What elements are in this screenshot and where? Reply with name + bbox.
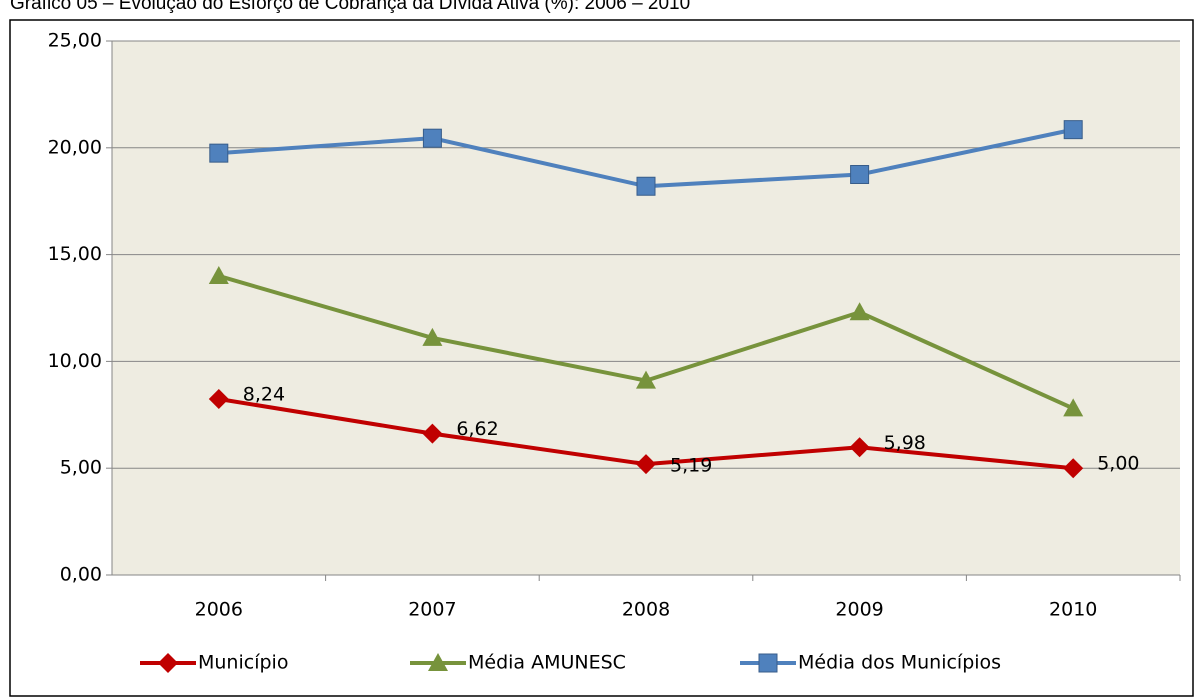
legend-label: Município <box>198 652 288 674</box>
y-tick-label: 10,00 <box>48 350 102 372</box>
chart-title: Gráfico 05 – Evolução do Esforço de Cobr… <box>10 0 690 14</box>
data-point <box>850 165 870 184</box>
data-point <box>849 437 870 458</box>
data-point <box>636 454 656 475</box>
data-point <box>636 176 656 196</box>
x-tick-label: 2006 <box>195 599 243 621</box>
x-tick-label: 2007 <box>408 599 456 621</box>
data-label: 5,00 <box>1097 453 1139 475</box>
data-point <box>636 370 656 389</box>
data-point <box>422 128 442 148</box>
data-label: 5,98 <box>884 432 926 454</box>
x-tick-label: 2009 <box>835 599 883 621</box>
data-label: 6,62 <box>456 418 498 440</box>
y-tick-label: 20,00 <box>48 136 102 158</box>
data-point <box>209 143 229 163</box>
x-tick-label: 2010 <box>1049 599 1097 621</box>
x-tick-label: 2008 <box>622 599 670 621</box>
data-point <box>208 265 229 284</box>
data-label: 8,24 <box>243 383 285 405</box>
data-label: 5,19 <box>670 455 712 477</box>
legend-marker <box>428 653 448 671</box>
y-tick-label: 5,00 <box>60 457 102 479</box>
legend-label: Média AMUNESC <box>468 652 626 674</box>
data-point <box>849 302 870 321</box>
plot-area <box>112 41 1180 575</box>
legend-marker <box>158 653 178 673</box>
data-point <box>1063 398 1084 417</box>
data-point <box>422 423 443 444</box>
y-tick-label: 0,00 <box>60 564 102 586</box>
data-point <box>1063 120 1083 140</box>
data-point <box>422 327 443 346</box>
data-point <box>1063 458 1084 479</box>
legend-marker <box>758 653 778 673</box>
y-tick-label: 25,00 <box>48 30 102 52</box>
y-tick-label: 15,00 <box>48 243 102 265</box>
legend-label: Média dos Municípios <box>798 652 1001 674</box>
data-point <box>208 388 229 409</box>
